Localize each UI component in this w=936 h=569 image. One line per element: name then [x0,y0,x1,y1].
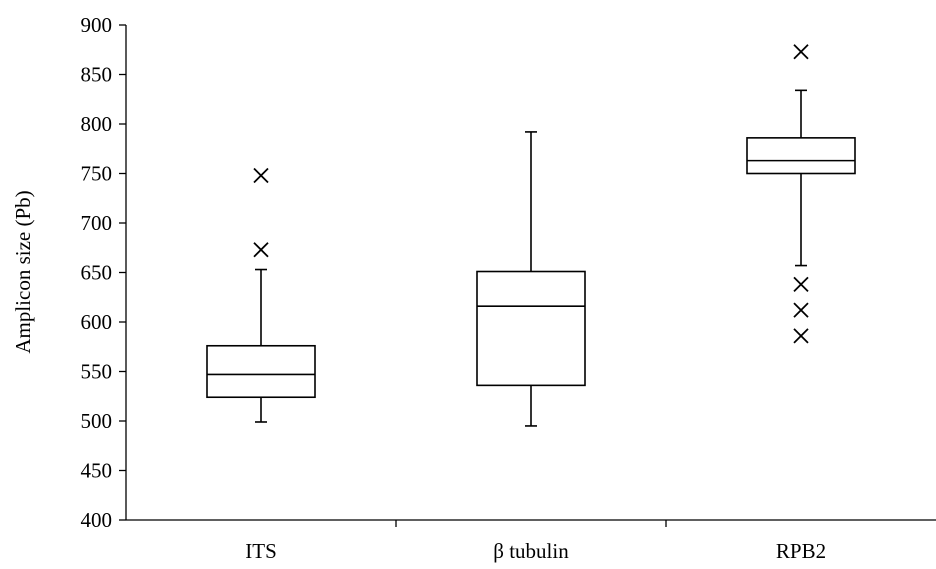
outlier-stroke [793,302,809,318]
box-rpb2 [746,44,856,344]
iqr-box [206,344,316,399]
outlier-marker [253,242,269,258]
x-tick-label: ITS [245,539,277,563]
y-tick-label: 400 [81,508,113,532]
y-tick-label: 850 [81,63,113,87]
box-its [206,167,316,423]
y-axis-title: Amplicon size (Pb) [11,190,35,353]
outlier-stroke [793,328,809,344]
y-tick-label: 650 [81,261,113,285]
outlier-stroke [793,276,809,293]
box-series [206,44,856,427]
x-axis: ITS β tubulin RPB2 [126,519,936,563]
outlier-marker [253,167,269,184]
y-tick-label: 600 [81,310,113,334]
x-tick-label: β tubulin [493,539,569,563]
y-tick-label: 750 [81,162,113,186]
outlier-stroke [253,242,269,258]
y-axis: 400 450 500 550 600 650 700 750 800 850 900 [81,13,127,532]
outlier-marker [793,302,809,318]
iqr-box [746,137,856,175]
y-tick-label: 800 [81,112,113,136]
outlier-stroke [253,167,269,184]
y-tick-label: 900 [81,13,113,37]
box-β-tubulin [476,131,586,427]
outlier-stroke [793,44,809,60]
y-tick-label: 450 [81,459,113,483]
y-tick-label: 550 [81,360,113,384]
outlier-marker [793,276,809,293]
x-tick-label: RPB2 [776,539,826,563]
y-tick-label: 500 [81,409,113,433]
iqr-box [476,270,586,387]
y-tick-label: 700 [81,211,113,235]
outlier-marker [793,44,809,60]
outlier-marker [793,328,809,344]
